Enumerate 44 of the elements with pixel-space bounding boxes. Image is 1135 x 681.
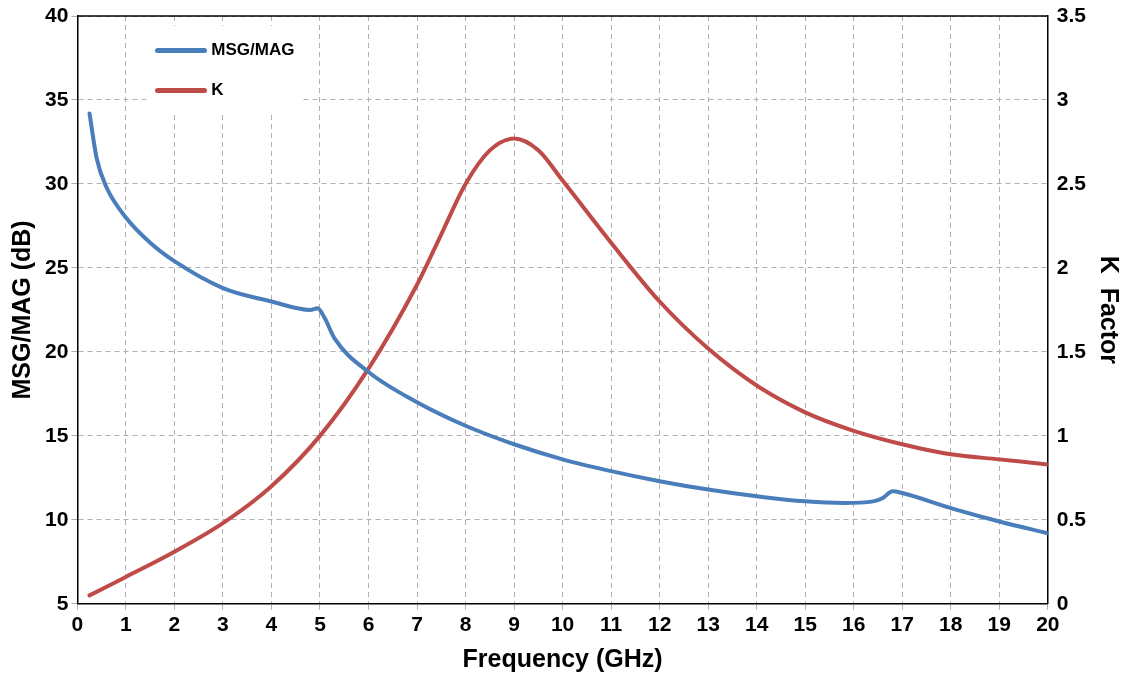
- x-tick-label: 17: [890, 612, 914, 636]
- x-tick-label: 3: [217, 612, 229, 636]
- x-tick-label: 20: [1036, 612, 1060, 636]
- x-tick-label: 13: [696, 612, 720, 636]
- y-tick-label: 20: [45, 338, 69, 362]
- legend-label: MSG/MAG: [211, 40, 295, 60]
- x-tick-label: 1: [120, 612, 133, 636]
- y2-tick-label: 2: [1056, 254, 1069, 278]
- y-tick-label: 5: [56, 590, 69, 614]
- y-tick-label: 35: [45, 86, 69, 110]
- y2-axis-title: K Factor: [1096, 255, 1125, 365]
- x-tick-label: 16: [842, 612, 866, 636]
- y2-tick-label: 2.5: [1056, 170, 1087, 194]
- y-tick-label: 15: [45, 422, 69, 446]
- x-tick-label: 15: [793, 612, 818, 636]
- x-tick-label: 18: [939, 612, 963, 636]
- x-tick-label: 8: [459, 612, 472, 636]
- x-tick-label: 7: [411, 612, 423, 636]
- y-axis-title: MSG/MAG (dB): [6, 220, 35, 400]
- x-axis-title: Frequency (GHz): [462, 643, 663, 672]
- x-tick-label: 12: [647, 612, 672, 636]
- x-tick-label: 0: [71, 612, 84, 636]
- x-tick-label: 2: [168, 612, 181, 636]
- line-series: [87, 111, 1048, 536]
- y-tick-label: 25: [45, 254, 69, 278]
- x-tick-label: 4: [265, 612, 278, 636]
- x-tick-label: 9: [508, 612, 520, 636]
- y2-tick-label: 1: [1056, 422, 1069, 446]
- x-tick-label: 19: [987, 612, 1011, 636]
- x-tick-label: 14: [744, 612, 769, 636]
- y-tick-label: 10: [45, 506, 69, 530]
- line-series: [87, 136, 1048, 598]
- x-tick-label: 11: [600, 612, 623, 636]
- y2-tick-label: 3.5: [1056, 2, 1087, 26]
- y2-tick-label: 3: [1056, 86, 1069, 110]
- x-tick-label: 6: [362, 612, 375, 636]
- x-tick-label: 5: [314, 612, 327, 636]
- x-tick-label: 10: [550, 612, 575, 636]
- y-tick-label: 30: [45, 170, 69, 194]
- y2-tick-label: 0: [1056, 590, 1069, 614]
- y-tick-label: 40: [45, 2, 69, 26]
- legend-label: K: [211, 80, 224, 100]
- y2-tick-label: 0.5: [1056, 506, 1087, 530]
- y2-tick-label: 1.5: [1056, 338, 1087, 362]
